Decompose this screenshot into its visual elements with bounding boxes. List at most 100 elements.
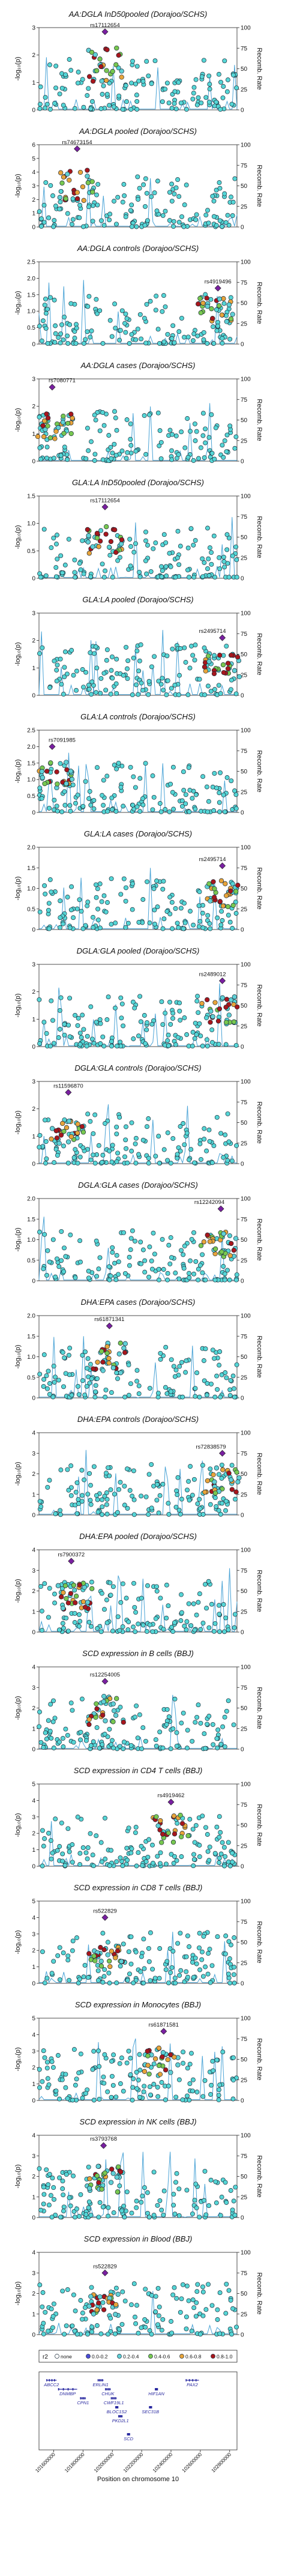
- snp-point: [112, 2331, 118, 2336]
- snp-point: [207, 545, 212, 551]
- snp-point: [119, 2321, 125, 2327]
- snp-point: [143, 538, 148, 543]
- snp-point: [109, 876, 114, 881]
- recomb-tick-label: 25: [241, 789, 248, 796]
- snp-point: [181, 1710, 186, 1716]
- snp-point-ld: [229, 1241, 234, 1247]
- recomb-tick-label: 100: [241, 1664, 251, 1671]
- snp-point: [190, 1493, 195, 1498]
- snp-point: [145, 1124, 149, 1129]
- panel-title: AA:DGLA pooled (Dorajoo/SCHS): [79, 127, 197, 136]
- snp-point-ld: [93, 1714, 98, 1720]
- snp-point: [200, 1512, 206, 1517]
- gene-exon: [115, 2397, 116, 2399]
- snp-point: [173, 106, 179, 112]
- snp-point: [96, 2048, 101, 2054]
- snp-point: [127, 1488, 133, 1493]
- snp-point: [196, 1010, 201, 1015]
- snp-point-ld: [197, 295, 203, 301]
- snp-point: [176, 194, 182, 199]
- snp-point: [51, 2185, 56, 2191]
- snp-point-ld: [86, 551, 92, 556]
- snp-point: [220, 1501, 225, 1506]
- y-tick-label: 0: [32, 2098, 35, 2105]
- snp-point: [117, 2183, 122, 2189]
- snp-point: [50, 1018, 55, 1023]
- snp-point-ld: [119, 68, 124, 74]
- snp-point: [73, 2082, 78, 2088]
- lead-snp-label: rs61871341: [94, 1316, 124, 1323]
- recomb-tick-label: 0: [241, 927, 244, 934]
- snp-point: [117, 1114, 122, 1120]
- snp-point: [71, 2292, 76, 2297]
- snp-point: [89, 439, 94, 444]
- snp-point: [177, 673, 182, 678]
- snp-point: [97, 2096, 102, 2102]
- y-axis-label: -log₁₀(p): [14, 1696, 22, 1720]
- snp-point-ld: [119, 1959, 124, 1964]
- snp-point: [148, 2092, 153, 2097]
- snp-point: [101, 423, 107, 428]
- snp-point: [228, 2297, 233, 2303]
- snp-point: [195, 1501, 200, 1507]
- snp-point: [149, 81, 154, 86]
- snp-point: [132, 1604, 137, 1610]
- snp-point: [133, 449, 139, 454]
- snp-point: [73, 800, 78, 806]
- snp-point: [230, 2096, 236, 2102]
- snp-point: [203, 440, 208, 446]
- snp-point: [147, 1385, 152, 1391]
- snp-point: [157, 443, 162, 449]
- snp-point-ld: [39, 769, 44, 775]
- snp-point: [98, 1041, 103, 1046]
- snp-point: [219, 1462, 224, 1468]
- y-tick-label: 1: [32, 1492, 35, 1498]
- snp-point: [163, 807, 168, 812]
- recomb-tick-label: 75: [241, 2270, 248, 2277]
- snp-point: [118, 785, 124, 790]
- snp-point: [114, 1124, 119, 1129]
- snp-point: [193, 2181, 199, 2187]
- snp-point: [78, 1259, 83, 1265]
- snp-point: [97, 2064, 102, 2069]
- snp-point: [40, 1863, 45, 1869]
- snp-point: [80, 1845, 86, 1851]
- snp-point: [217, 1860, 221, 1865]
- snp-point-ld: [235, 1479, 241, 1485]
- y-tick-label: 1.5: [27, 760, 35, 767]
- recomb-tick-label: 100: [241, 1313, 251, 1320]
- snp-point: [114, 1980, 119, 1986]
- snp-point: [125, 1160, 130, 1166]
- recomb-tick-label: 25: [241, 86, 248, 93]
- snp-point: [150, 807, 155, 812]
- snp-point: [101, 83, 106, 88]
- snp-point-ld: [108, 539, 114, 545]
- snp-point: [231, 2078, 236, 2083]
- snp-point: [128, 450, 134, 456]
- recomb-tick-label: 0: [241, 1278, 244, 1285]
- snp-point: [158, 682, 164, 687]
- recomb-tick-label: 100: [241, 1547, 251, 1554]
- snp-point: [65, 1953, 71, 1959]
- snp-point: [225, 77, 230, 82]
- snp-point-ld: [58, 1132, 64, 1138]
- snp-point: [191, 1852, 196, 1857]
- recomb-rate-line: [38, 2291, 237, 2335]
- snp-point: [69, 884, 74, 889]
- snp-point: [63, 1726, 68, 1732]
- snp-point: [200, 574, 205, 579]
- recomb-tick-label: 25: [241, 1374, 248, 1381]
- snp-point-ld: [217, 653, 223, 658]
- snp-point: [94, 882, 98, 887]
- snp-point: [73, 2215, 77, 2220]
- snp-point: [167, 809, 172, 814]
- snp-point: [117, 1744, 122, 1749]
- snp-point: [164, 80, 170, 86]
- recomb-tick-label: 100: [241, 2250, 251, 2257]
- recomb-axis-label: Recomb. Rate: [256, 867, 263, 909]
- snp-point: [86, 204, 91, 210]
- snp-point: [46, 901, 52, 906]
- snp-point: [43, 1161, 48, 1166]
- snp-point: [101, 1044, 107, 1049]
- snp-point: [181, 1266, 187, 1271]
